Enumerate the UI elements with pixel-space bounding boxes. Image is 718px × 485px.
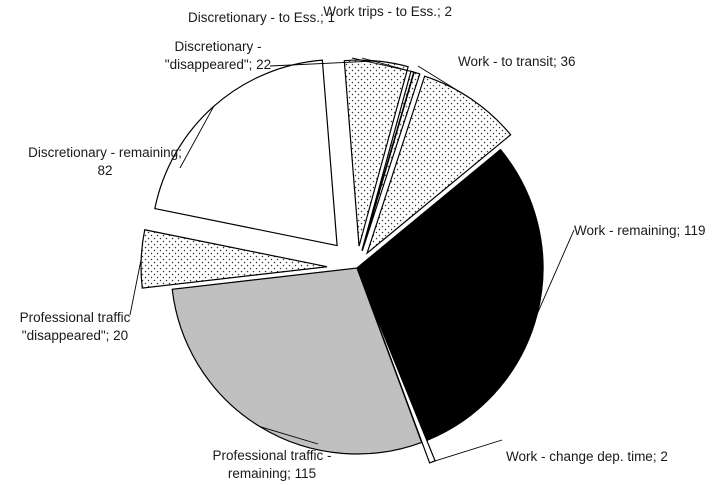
label-professional-traffic-disappeared: Professional traffic "disappeared"; 20	[20, 310, 131, 343]
label-professional-traffic-remaining: Professional traffic -remaining; 115	[212, 448, 331, 481]
label-work-change-dep-time: Work - change dep. time; 2	[506, 449, 668, 464]
leader-professional-traffic-remaining	[259, 426, 319, 445]
leader-work-change-dep-time	[432, 439, 503, 463]
slice-labels: Work trips - to Ess.; 2 Work - to transit…	[20, 4, 706, 481]
label-discretionary-remaining: Discretionary - remaining; 82	[28, 145, 182, 178]
leader-discretionary-remaining	[179, 106, 215, 169]
slice-work-remaining	[356, 148, 544, 442]
label-discretionary-to-ess: Discretionary - to Ess.; 1	[188, 10, 335, 25]
leader-work-remaining	[536, 229, 575, 314]
label-discretionary-disappeared: Discretionary -"disappeared"; 22	[165, 39, 271, 72]
leader-discretionary-disappeared	[269, 60, 377, 67]
slice-discretionary-remaining	[154, 59, 338, 247]
label-leader-lines	[129, 57, 575, 463]
leader-discretionary-to-ess	[351, 57, 413, 73]
label-work-to-transit: Work - to transit; 36	[458, 54, 576, 69]
slice-professional-traffic-remaining	[171, 267, 423, 455]
leader-work-to-transit	[417, 65, 473, 100]
label-work-remaining: Work - remaining; 119	[574, 223, 706, 238]
label-work-trips-to-ess: Work trips - to Ess.; 2	[323, 4, 452, 19]
leader-professional-traffic-disappeared	[129, 258, 142, 316]
pie-slices	[140, 59, 544, 464]
